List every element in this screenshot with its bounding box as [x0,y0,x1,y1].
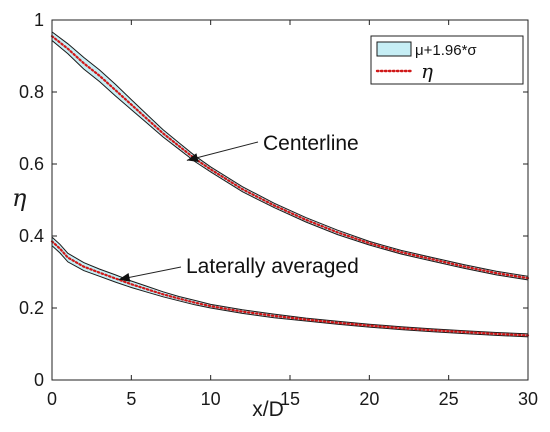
legend: μ+1.96*ση [370,35,524,85]
mean-line-2 [50,240,530,337]
x-tick-label: 25 [439,389,459,409]
x-tick-label: 10 [201,389,221,409]
y-axis-label: η [12,184,27,212]
annotation-arrow-head [186,153,199,163]
legend-label-band: μ+1.96*σ [415,42,477,59]
y-tick-label: 1 [34,10,44,30]
confidence-band-2 [51,235,529,338]
mean-line-1 [50,35,530,280]
annotation-label: Laterally averaged [186,255,359,278]
y-tick-label: 0.8 [19,82,44,102]
x-axis-label: x/D [252,398,284,421]
x-tick-label: 5 [126,389,136,409]
annotation-label: Centerline [263,132,359,155]
x-tick-label: 0 [47,389,57,409]
x-tick-label: 20 [359,389,379,409]
annotation-arrow-head [118,272,131,282]
y-tick-label: 0.4 [19,226,44,246]
y-tick-label: 0.6 [19,154,44,174]
legend-box [370,35,524,85]
y-tick-label: 0 [34,370,44,390]
y-tick-label: 0.2 [19,298,44,318]
legend-swatch-band [376,41,412,57]
x-tick-label: 30 [518,389,538,409]
annotation-arrow-line [186,141,259,161]
x-tick-label: 15 [280,389,300,409]
legend-label-line: η [421,59,433,83]
